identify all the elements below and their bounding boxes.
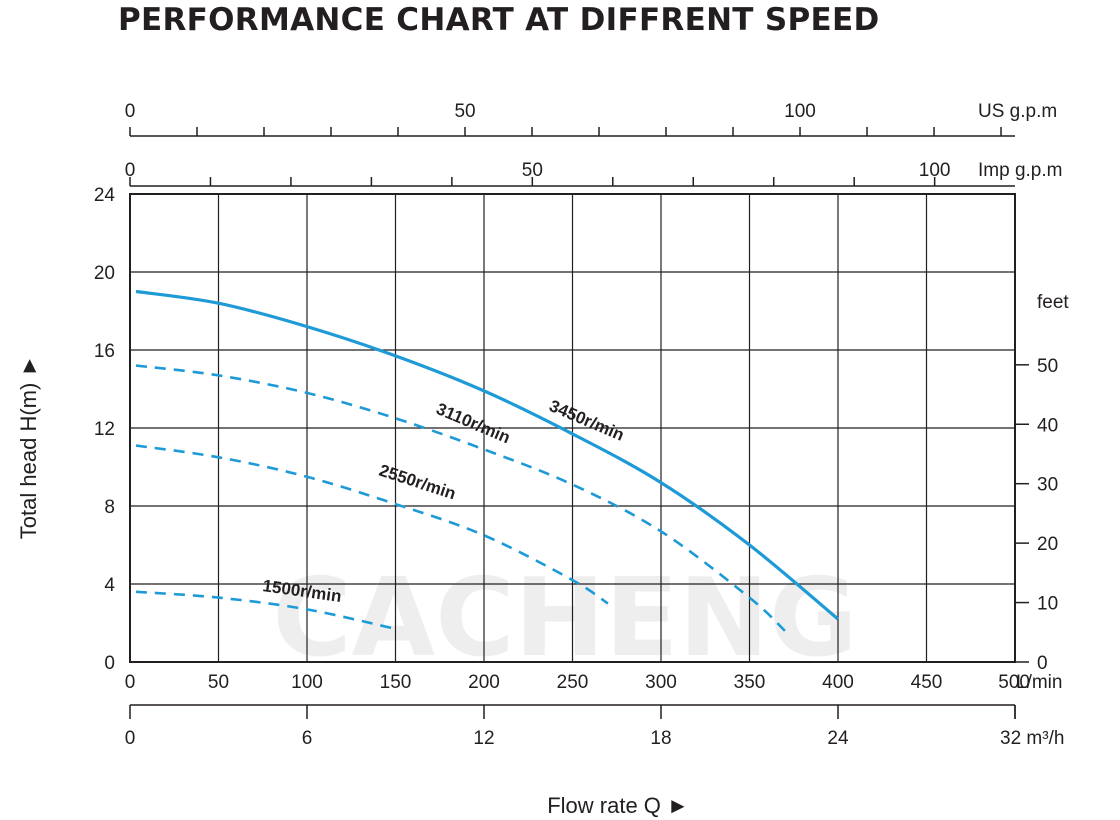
x-axis-title: Flow rate Q ► — [547, 793, 689, 818]
y-tick-label-feet: 50 — [1037, 356, 1058, 377]
x-tick-label-lmin: 150 — [380, 672, 412, 693]
us-gpm-tick-label: 0 — [125, 101, 136, 122]
series-line-2 — [135, 444, 609, 605]
y-axis-title: Total head H(m) ► — [16, 355, 41, 539]
x-tick-label-lmin: 450 — [911, 672, 943, 693]
y-tick-label-m: 12 — [94, 419, 115, 440]
series-label-0: 3450r/min — [546, 396, 627, 445]
x-tick-label-lmin: 300 — [645, 672, 677, 693]
x-tick-label-m3h: 6 — [302, 728, 313, 749]
series-line-0 — [135, 289, 840, 621]
series-label-2: 2550r/min — [377, 461, 458, 504]
imp-gpm-tick-label: 50 — [522, 160, 543, 181]
imp-gpm-tick-label: 100 — [919, 160, 951, 181]
y-tick-label-feet: 40 — [1037, 415, 1058, 436]
chart-title: PERFORMANCE CHART AT DIFFRENT SPEED — [118, 2, 880, 38]
x-tick-label-lmin: 500 — [998, 672, 1030, 693]
y-tick-label-feet: 20 — [1037, 534, 1058, 555]
axes-group: 0 4 8 12 16 20 24 0 10 20 30 40 50 feet 0 50 100 150 200 25… — [94, 101, 1070, 749]
us-gpm-unit-label: US g.p.m — [978, 101, 1057, 122]
x-tick-label-lmin: 200 — [468, 672, 500, 693]
y-tick-label-m: 24 — [94, 185, 116, 206]
watermark-text: CACHENG — [272, 556, 857, 681]
series-line-1 — [135, 364, 786, 632]
imp-gpm-unit-label: Imp g.p.m — [978, 160, 1062, 181]
x-tick-label-lmin: 350 — [734, 672, 766, 693]
y-tick-label-m: 20 — [94, 263, 115, 284]
chart-grid — [129, 193, 1016, 663]
y-tick-label-feet: 10 — [1037, 594, 1058, 615]
m3h-unit-label: 32 m³/h — [1000, 728, 1064, 749]
us-gpm-tick-label: 50 — [454, 101, 475, 122]
x-tick-label-lmin: 400 — [822, 672, 854, 693]
x-tick-label-lmin: 50 — [208, 672, 229, 693]
feet-unit-label: feet — [1037, 292, 1069, 313]
us-gpm-tick-label: 100 — [784, 101, 816, 122]
y-tick-label-m: 16 — [94, 341, 115, 362]
y-tick-label-feet: 30 — [1037, 475, 1058, 496]
x-tick-label-m3h: 0 — [125, 728, 136, 749]
lmin-unit-label: L/min — [1016, 672, 1062, 693]
x-tick-label-lmin: 250 — [557, 672, 589, 693]
series-label-1: 3110r/min — [433, 399, 513, 447]
curve-group — [135, 289, 840, 632]
x-tick-label-m3h: 18 — [650, 728, 671, 749]
y-tick-label-m: 4 — [104, 575, 115, 596]
x-tick-label-m3h: 12 — [473, 728, 494, 749]
y-tick-label-feet: 0 — [1037, 653, 1048, 674]
imp-gpm-tick-label: 0 — [125, 160, 136, 181]
y-tick-label-m: 8 — [104, 497, 115, 518]
x-tick-label-lmin: 0 — [125, 672, 136, 693]
x-tick-label-lmin: 100 — [291, 672, 323, 693]
y-tick-label-m: 0 — [104, 653, 115, 674]
x-tick-label-m3h: 24 — [827, 728, 849, 749]
